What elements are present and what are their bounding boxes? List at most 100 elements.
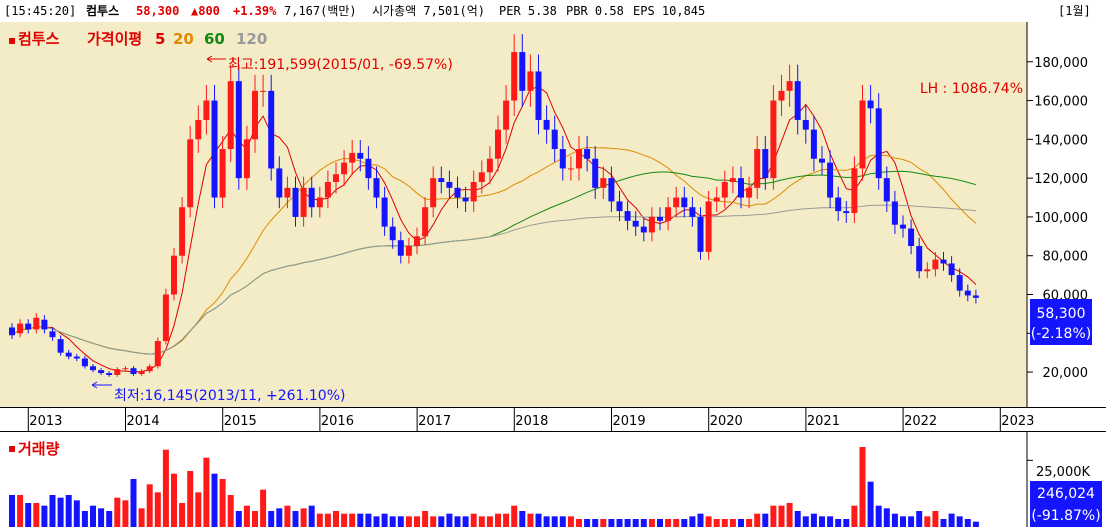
volume-bar	[454, 516, 461, 527]
volume-bar	[875, 505, 882, 527]
x-tick-label: 2015	[224, 414, 257, 429]
candle-body	[114, 369, 121, 375]
candle-body	[162, 294, 169, 342]
volume-bar	[33, 503, 40, 527]
candle-body	[924, 269, 931, 272]
quote-pbr: PBR 0.58	[566, 4, 624, 18]
candle-body	[689, 207, 696, 217]
quote-market-cap: 시가총액 7,501(억)	[372, 4, 485, 18]
high-annotation: 최고:191,599(2015/01, -69.57%)	[228, 57, 453, 73]
candle-body	[138, 371, 145, 375]
candle-body	[875, 108, 882, 179]
volume-bar	[576, 519, 582, 527]
volume-last-value: 246,024	[1037, 486, 1095, 502]
volume-bar	[859, 447, 866, 527]
volume-bar	[243, 505, 250, 527]
candle-body	[608, 178, 615, 202]
volume-bar	[762, 513, 769, 527]
candle-body	[665, 207, 672, 221]
candle-body	[300, 187, 307, 217]
volume-bar	[543, 516, 550, 527]
candle-body	[624, 211, 631, 221]
candle-body	[972, 295, 979, 298]
quote-per: PER 5.38	[499, 4, 557, 18]
candle-body	[551, 129, 558, 150]
volume-bar	[648, 519, 655, 527]
volume-bar	[681, 519, 688, 527]
candle-body	[503, 100, 510, 130]
legend-ma20[interactable]: 20	[173, 30, 194, 48]
volume-bar	[308, 505, 315, 527]
y-tick-label: 80,000	[1043, 250, 1089, 265]
volume-bar	[41, 505, 48, 527]
volume-bar	[802, 516, 809, 527]
volume-bar	[357, 513, 364, 527]
volume-bar	[559, 516, 566, 527]
volume-bar	[252, 511, 258, 527]
candle-body	[827, 162, 834, 198]
candle-body	[73, 356, 80, 359]
candle-body	[713, 197, 720, 202]
volume-bar	[640, 519, 647, 527]
volume-bar	[276, 508, 283, 527]
candle-body	[179, 207, 186, 256]
volume-bar	[349, 513, 356, 527]
legend-ma60[interactable]: 60	[204, 30, 225, 48]
low-annotation-arrow	[91, 381, 112, 389]
volume-bar	[373, 516, 380, 527]
volume-bar	[9, 495, 15, 527]
volume-bar	[227, 495, 234, 527]
candle-body	[203, 100, 210, 120]
volume-bar	[972, 521, 979, 527]
volume-bar	[819, 516, 825, 527]
candle-body	[891, 201, 898, 225]
volume-bar	[851, 505, 858, 527]
candle-body	[227, 81, 234, 150]
volume-bar	[729, 519, 736, 527]
legend-ma120[interactable]: 120	[236, 30, 267, 48]
candle-body	[333, 174, 339, 183]
volume-chart[interactable]: ▪ 거래량 25,000K 246,024 (-91.87%)	[0, 432, 1106, 527]
volume-bar	[551, 516, 558, 527]
candle-body	[616, 201, 623, 212]
volume-bar	[486, 516, 493, 527]
last-price-pct: (-2.18%)	[1031, 326, 1091, 342]
period-selector[interactable]: [1월]	[1058, 4, 1091, 18]
volume-bar	[292, 511, 299, 527]
volume-bar	[268, 511, 275, 527]
volume-bar	[495, 513, 501, 527]
candle-body	[746, 187, 753, 198]
x-tick-label: 2017	[418, 414, 451, 429]
volume-bar	[932, 511, 939, 527]
volume-bar	[835, 519, 842, 527]
volume-bar	[924, 516, 931, 527]
y-tick-label: 100,000	[1034, 211, 1088, 226]
volume-bar	[948, 513, 955, 527]
candle-body	[770, 100, 777, 179]
candle-body	[414, 236, 420, 247]
volume-bar	[810, 513, 817, 527]
candle-body	[900, 224, 906, 229]
x-tick-label: 2021	[807, 414, 840, 429]
candle-body	[9, 327, 15, 336]
candle-body	[235, 81, 242, 179]
volume-bar	[883, 508, 890, 527]
candle-body	[243, 139, 250, 179]
candle-body	[567, 168, 574, 170]
candle-body	[81, 358, 88, 367]
candle-body	[794, 81, 801, 120]
ma120-line	[44, 204, 976, 355]
y-tick-label: 120,000	[1034, 172, 1088, 187]
candle-body	[535, 71, 542, 120]
lh-annotation: LH : 1086.74%	[920, 81, 1023, 97]
price-chart[interactable]: 20,00040,00060,00080,000100,000120,00014…	[0, 22, 1106, 407]
candle-body	[519, 52, 526, 91]
candle-body	[802, 119, 809, 130]
candle-body	[883, 178, 890, 202]
legend-ma5[interactable]: 5	[155, 30, 165, 48]
volume-bar	[146, 484, 153, 527]
candle-body	[324, 182, 331, 198]
volume-bar	[203, 457, 210, 527]
candle-body	[851, 168, 858, 214]
quote-price: 58,300	[136, 4, 180, 18]
